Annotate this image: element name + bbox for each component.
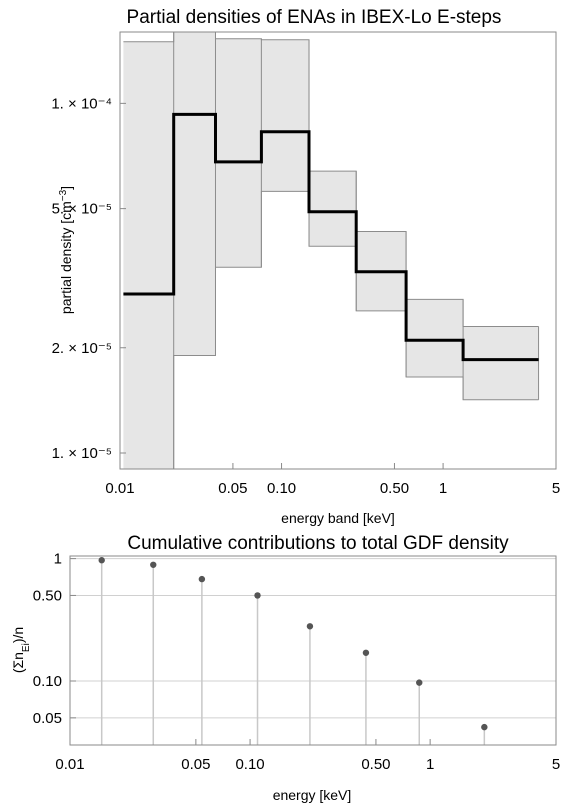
uncertainty-bands <box>123 31 540 470</box>
cumulative-chart: Cumulative contributions to total GDF de… <box>10 533 560 803</box>
x-tick-label: 5 <box>552 480 560 497</box>
cumulative-y-axis: 0.05 0.10 0.50 1 <box>33 551 76 727</box>
y-tick-label: 0.10 <box>33 673 62 690</box>
x-tick-label: 0.01 <box>105 480 134 497</box>
cumulative-x-axis: 0.01 0.05 0.10 0.50 1 5 <box>55 739 560 773</box>
y-tick-label: 1. × 10⁻⁴ <box>51 95 112 112</box>
cumulative-points <box>98 557 488 745</box>
density-chart: Partial densities of ENAs in IBEX-Lo E-s… <box>51 7 560 526</box>
data-point <box>98 557 105 564</box>
x-tick-label: 0.50 <box>380 480 409 497</box>
y-tick-label: 1 <box>54 551 62 568</box>
x-tick-label: 5 <box>552 756 560 773</box>
x-tick-label: 0.10 <box>267 480 296 497</box>
data-point <box>362 649 370 656</box>
density-x-label: energy band [keV] <box>281 510 395 526</box>
data-point <box>198 575 206 583</box>
x-tick-label: 1 <box>426 756 434 773</box>
density-plot-frame <box>119 31 557 470</box>
uncertainty-band-fill <box>123 32 539 469</box>
data-point <box>150 561 157 568</box>
x-tick-label: 0.05 <box>218 480 247 497</box>
cumulative-y-label: (ΣnEi)/n <box>10 627 32 673</box>
density-y-label: partial density [cm−3] <box>58 186 75 314</box>
cumulative-x-label: energy [keV] <box>273 787 352 803</box>
density-step-line <box>123 112 539 362</box>
x-tick-label: 0.10 <box>235 756 264 773</box>
data-point <box>254 592 261 599</box>
x-tick-label: 0.05 <box>181 756 210 773</box>
x-tick-label: 0.01 <box>55 756 84 773</box>
density-y-axis: 1. × 10⁻⁵ 2. × 10⁻⁵ 5. × 10⁻⁵ 1. × 10⁻⁴ <box>51 95 126 462</box>
cumulative-chart-title: Cumulative contributions to total GDF de… <box>127 533 509 554</box>
data-point <box>481 723 488 731</box>
y-tick-label: 2. × 10⁻⁵ <box>52 340 112 357</box>
x-tick-label: 1 <box>439 480 447 497</box>
data-point <box>416 679 423 686</box>
cumulative-grid <box>70 558 556 719</box>
density-chart-title: Partial densities of ENAs in IBEX-Lo E-s… <box>127 7 502 28</box>
data-point <box>306 623 314 630</box>
x-tick-label: 0.50 <box>361 756 390 773</box>
y-tick-label: 5. × 10⁻⁵ <box>52 201 112 218</box>
y-tick-label: 1. × 10⁻⁵ <box>52 445 112 462</box>
y-tick-label: 0.05 <box>33 710 62 727</box>
cumulative-plot-frame <box>69 555 557 746</box>
y-tick-label: 0.50 <box>33 587 62 604</box>
density-x-axis: 0.01 0.05 0.10 0.50 1 5 <box>105 463 560 497</box>
